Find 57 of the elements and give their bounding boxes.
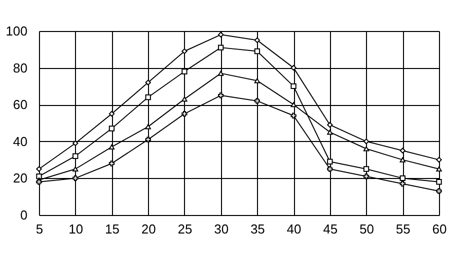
point [36,174,42,180]
y-tick-label: 80 [13,60,28,76]
point [400,175,406,182]
x-tick-label: 55 [396,222,410,236]
point [72,153,78,159]
x-tick-label: 15 [104,222,120,236]
point [254,78,260,84]
point [327,130,333,135]
x-tick-label: 30 [214,222,229,236]
point [290,83,296,90]
point [145,136,151,142]
x-tick-label: 35 [250,222,265,236]
point [436,179,442,185]
x-tick-label: 10 [68,222,84,236]
point [363,146,370,152]
point [218,70,224,76]
point [218,44,224,50]
y-tick-label: 100 [6,24,28,38]
point [436,188,442,194]
point [254,98,260,104]
point [218,92,224,98]
point [290,102,296,108]
point [108,144,115,150]
x-tick-label: 20 [141,222,156,236]
point [182,48,188,54]
y-tick-label: 20 [13,170,28,186]
y-tick-label: 60 [13,97,28,112]
point [327,166,333,172]
x-tick-label: 25 [178,222,192,236]
point [145,80,151,86]
point [400,180,406,187]
point [108,160,115,166]
point [145,94,151,100]
point [436,166,442,172]
point [108,126,115,132]
point [145,124,151,130]
y-tick-label: 0 [20,208,28,222]
point [254,48,260,54]
point [72,166,78,172]
point [363,174,370,180]
point [327,122,333,128]
x-tick-label: 40 [286,222,302,236]
x-tick-label: 45 [323,222,338,236]
point [254,37,260,44]
point [182,110,188,117]
point [363,166,370,172]
point [72,175,78,182]
x-tick-label: 5 [36,222,44,236]
point [182,96,188,102]
point [436,156,442,163]
point [400,157,406,162]
y-tick-label: 40 [13,134,28,149]
x-tick-label: 60 [432,222,447,236]
point [327,158,333,164]
point [290,112,296,118]
point [182,68,188,74]
x-tick-label: 50 [360,222,374,236]
